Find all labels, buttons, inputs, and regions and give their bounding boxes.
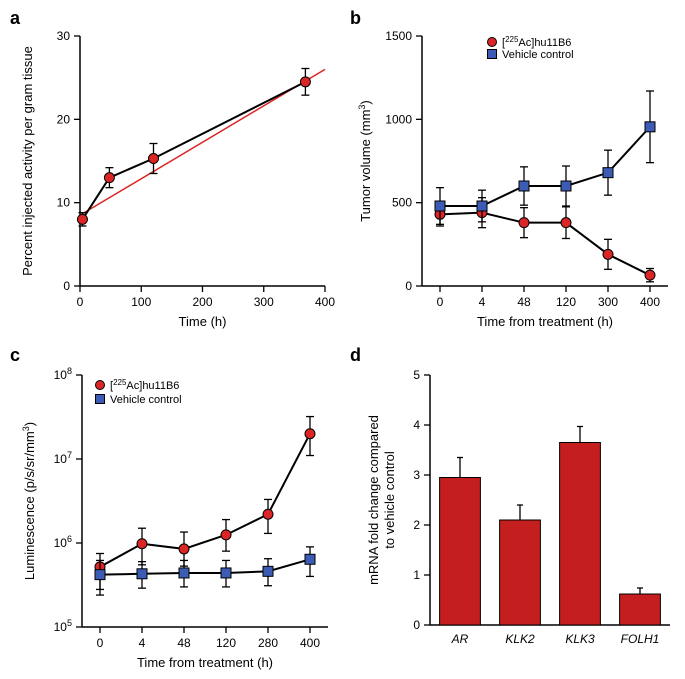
svg-text:10: 10 xyxy=(57,196,71,210)
svg-text:120: 120 xyxy=(216,636,236,650)
svg-text:Vehicle control: Vehicle control xyxy=(502,49,574,61)
svg-text:0: 0 xyxy=(413,618,420,632)
panel-d: d 0 1 2 3 4 5 AR KLK2 KLK3 FOLH1 mRNA fold change … xyxy=(350,345,680,670)
svg-text:AR: AR xyxy=(451,632,469,646)
svg-text:300: 300 xyxy=(598,295,618,309)
panel-d-label: d xyxy=(350,345,361,366)
svg-text:FOLH1: FOLH1 xyxy=(621,632,660,646)
svg-text:4: 4 xyxy=(479,295,486,309)
svg-text:20: 20 xyxy=(57,112,71,126)
svg-text:4: 4 xyxy=(413,418,420,432)
svg-text:Time from treatment (h): Time from treatment (h) xyxy=(137,655,273,670)
panel-b-chart: 0 4 48 120 300 400 0 500 1000 1500 [225Ac]hu11B6Ve… xyxy=(350,8,680,328)
svg-text:1500: 1500 xyxy=(385,29,412,43)
svg-text:2: 2 xyxy=(413,518,420,532)
svg-text:1000: 1000 xyxy=(385,112,412,126)
svg-text:[225Ac]hu11B6: [225Ac]hu11B6 xyxy=(110,378,179,393)
svg-text:Time from treatment (h): Time from treatment (h) xyxy=(477,314,613,329)
svg-text:4: 4 xyxy=(139,636,146,650)
svg-text:500: 500 xyxy=(392,196,412,210)
svg-text:[225Ac]hu11B6: [225Ac]hu11B6 xyxy=(502,35,571,50)
svg-text:3: 3 xyxy=(413,468,420,482)
svg-text:400: 400 xyxy=(640,295,660,309)
svg-text:Vehicle control: Vehicle control xyxy=(110,394,182,406)
svg-text:300: 300 xyxy=(254,295,274,309)
svg-text:48: 48 xyxy=(517,295,531,309)
svg-text:100: 100 xyxy=(131,295,151,309)
panel-a-chart: 0 100 200 300 400 0 10 20 30 Time (h) Percent inje… xyxy=(10,8,340,328)
svg-text:to vehicle control: to vehicle control xyxy=(382,451,397,549)
panel-c: c 0 4 48 120 280 400 105 106 107 108 [225Ac]hu11B6… xyxy=(10,345,340,670)
svg-text:106: 106 xyxy=(54,534,72,550)
svg-text:0: 0 xyxy=(77,295,84,309)
svg-text:0: 0 xyxy=(405,279,412,293)
svg-text:5: 5 xyxy=(413,368,420,382)
svg-text:mRNA fold change compared: mRNA fold change compared xyxy=(366,415,381,585)
panel-a: a 0 100 200 300 400 0 10 20 30 Time (h) Percent in… xyxy=(10,8,340,328)
svg-text:Luminescence (p/s/sr/mm3): Luminescence (p/s/sr/mm3) xyxy=(21,422,37,580)
svg-text:KLK2: KLK2 xyxy=(505,632,535,646)
svg-text:Tumor volume (mm3): Tumor volume (mm3) xyxy=(357,100,373,222)
panel-c-label: c xyxy=(10,345,20,366)
svg-text:200: 200 xyxy=(192,295,212,309)
panel-b: b 0 4 48 120 300 400 0 500 1000 1500 [225Ac]hu11B6… xyxy=(350,8,680,328)
svg-text:Time (h): Time (h) xyxy=(179,314,227,329)
svg-text:0: 0 xyxy=(63,279,70,293)
panel-c-chart: 0 4 48 120 280 400 105 106 107 108 [225Ac]hu11B6Ve… xyxy=(10,345,340,670)
svg-text:48: 48 xyxy=(177,636,191,650)
panel-b-label: b xyxy=(350,8,361,29)
svg-text:108: 108 xyxy=(54,366,72,382)
svg-text:107: 107 xyxy=(54,450,72,466)
svg-text:0: 0 xyxy=(437,295,444,309)
svg-text:400: 400 xyxy=(315,295,335,309)
svg-text:Percent injected activity per: Percent injected activity per gram tissu… xyxy=(20,46,35,276)
svg-text:105: 105 xyxy=(54,618,72,634)
svg-text:KLK3: KLK3 xyxy=(565,632,595,646)
svg-text:120: 120 xyxy=(556,295,576,309)
panel-d-chart: 0 1 2 3 4 5 AR KLK2 KLK3 FOLH1 mRNA fold change co… xyxy=(350,345,680,670)
svg-text:0: 0 xyxy=(97,636,104,650)
svg-text:400: 400 xyxy=(300,636,320,650)
svg-text:1: 1 xyxy=(413,568,420,582)
svg-text:30: 30 xyxy=(57,29,71,43)
panel-a-label: a xyxy=(10,8,20,29)
svg-text:280: 280 xyxy=(258,636,278,650)
